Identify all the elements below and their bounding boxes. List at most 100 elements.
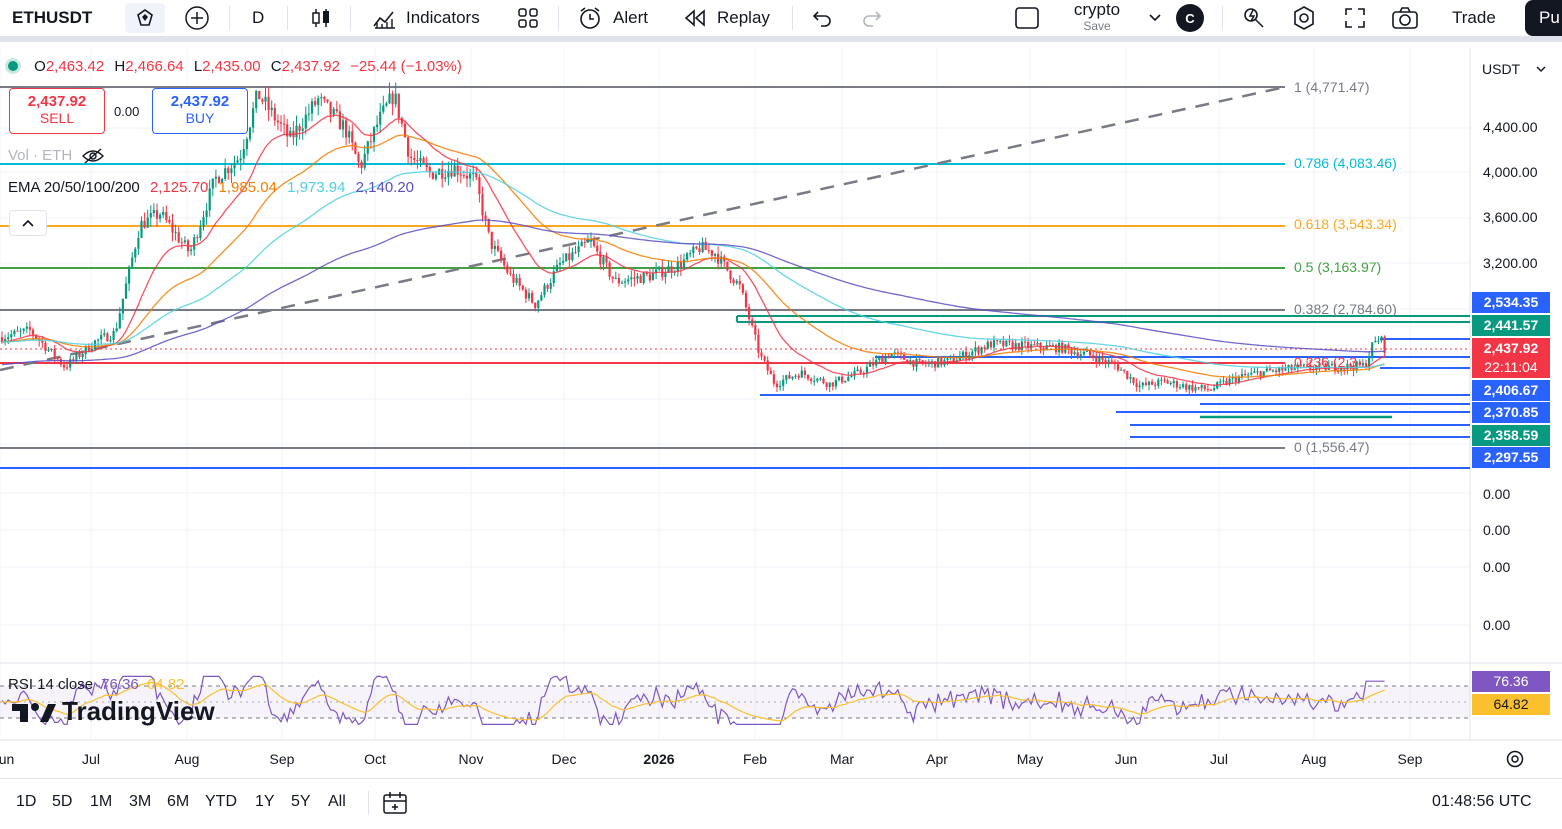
favorite-icon[interactable] [125,3,165,33]
candle-body [527,293,531,299]
rsi-legend: RSI 14 close 76.36 64.82 [8,676,184,693]
candle-body [134,248,137,258]
candle-body [620,282,624,284]
candle-body [469,173,472,179]
candle-body [881,357,884,363]
layout-name-button[interactable]: crypto Save [1062,0,1132,36]
fib-level-label: 0 (1,556.47) [1294,439,1370,455]
candle-body [850,375,853,377]
fib-level-label: 1 (4,771.47) [1294,79,1370,95]
range-5y[interactable]: 5Y [291,793,311,810]
candle-body [741,284,744,293]
candle-body [124,283,128,299]
undo-icon[interactable] [811,0,833,36]
price-chart[interactable]: 1 (4,771.47) 0.786 (4,083.46) 0.618 (3,543… [0,42,1562,778]
fullscreen-icon[interactable] [1343,0,1367,36]
symbol-search[interactable]: ETHUSDT [12,0,92,36]
candle-body [1237,376,1240,382]
candle-body [19,330,22,332]
trade-button[interactable]: Trade [1440,2,1508,34]
replay-button[interactable]: Replay [683,0,770,36]
candle-body [304,114,307,129]
price-tick: 0.00 [1483,617,1511,633]
candle-body [1175,381,1178,388]
candle-body [1082,351,1085,355]
divider [229,6,230,30]
candle-body [1011,341,1014,350]
utc-clock[interactable]: 01:48:56 UTC [1432,793,1532,810]
range-6m[interactable]: 6M [167,793,190,810]
candle-body [239,158,242,161]
candle-body [577,246,580,253]
camera-icon[interactable] [1391,0,1419,36]
range-3m[interactable]: 3M [129,793,152,810]
axis-settings-gear-icon[interactable] [1505,749,1525,774]
candle-body [348,131,351,138]
candle-body [1113,361,1116,365]
range-1d[interactable]: 1D [16,793,37,810]
ohlc-close: 2,437.92 [281,58,340,75]
candle-body [376,124,379,128]
time-label: May [1016,751,1044,767]
indicators-button[interactable]: Indicators [372,0,480,36]
currency-select[interactable]: USDT [1476,56,1552,82]
candle-body [890,353,893,358]
interval-button[interactable]: D [252,0,264,36]
candle-body [819,378,822,380]
time-label: Aug [1301,751,1327,767]
candle-body [1287,365,1290,369]
sell-button[interactable]: 2,437.92 SELL [9,88,105,134]
candle-body [484,215,487,219]
avatar[interactable]: C [1176,4,1204,32]
symbol-name: ETHUSDT [12,8,93,27]
alert-button[interactable]: Alert [577,0,648,36]
settings-gear-icon[interactable] [1291,0,1317,36]
collapse-legend-button[interactable] [9,210,47,236]
candle-body [704,241,707,250]
candle-body [999,340,1002,342]
candle-body [627,279,630,282]
candle-body [751,319,754,326]
candle-body [1098,356,1101,363]
candle-body [25,326,28,329]
candle-body [50,348,53,350]
time-label: Jul [82,751,100,767]
divider [558,6,559,30]
chevron-down-icon[interactable] [1148,0,1162,36]
candle-body [828,382,831,387]
candle-body [912,360,915,367]
candle-body [1293,368,1296,371]
candle-body [1138,385,1141,388]
calendar-range-icon[interactable] [382,791,408,820]
candle-body [633,277,636,279]
candle-body [794,375,797,377]
candle-body [31,329,35,335]
candle-body [878,357,881,360]
candle-body [351,131,354,143]
range-1y[interactable]: 1Y [255,793,275,810]
range-all[interactable]: All [328,793,346,810]
candle-body [1346,363,1349,370]
range-1m[interactable]: 1M [90,793,113,810]
candles-icon[interactable] [309,0,333,36]
range-5d[interactable]: 5D [52,793,73,810]
redo-icon[interactable] [861,0,883,36]
candle-body [540,295,543,301]
range-ytd[interactable]: YTD [205,793,237,810]
eye-hidden-icon[interactable] [82,147,105,164]
trend-line [0,85,1286,372]
candle-body [1178,387,1182,389]
candle-body [53,348,56,358]
candle-body [810,378,813,381]
candle-body [10,334,13,338]
candle-body [1107,360,1110,363]
templates-icon[interactable] [516,0,540,36]
candle-body [338,111,341,130]
buy-button[interactable]: 2,437.92 BUY [152,88,248,134]
candle-body [1085,350,1089,352]
compare-add-icon[interactable] [184,0,210,36]
publish-button[interactable]: Pu [1525,0,1562,36]
candle-body [252,108,255,128]
layout-select-icon[interactable] [1014,0,1040,36]
quick-search-icon[interactable] [1242,0,1266,36]
